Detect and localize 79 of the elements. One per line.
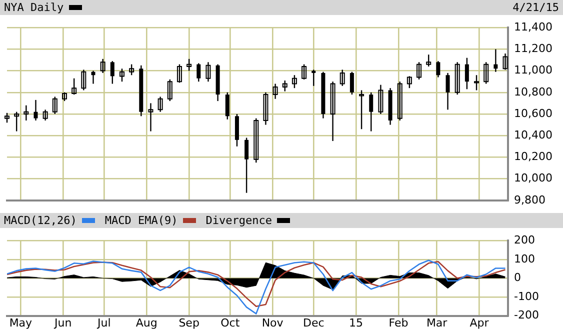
candlestick <box>302 64 307 80</box>
x-tick-label: Feb <box>388 316 408 330</box>
y-tick-label: 9,800 <box>514 193 546 206</box>
legend-label: MACD EMA(9) <box>104 214 178 227</box>
candlestick <box>494 48 498 72</box>
x-tick-label: Nov <box>262 316 284 330</box>
x-tick-label: Apr <box>470 316 490 330</box>
x-tick-label: May <box>9 316 33 330</box>
candlestick <box>119 68 124 82</box>
candlestick <box>100 58 106 74</box>
y-tick-label: 100 <box>514 252 535 266</box>
x-tick-label: Dec <box>302 316 324 330</box>
candlestick <box>91 70 96 84</box>
legend-label: NYA Daily <box>4 1 64 14</box>
candlestick <box>72 78 77 96</box>
candlestick <box>254 118 259 164</box>
y-tick-label: 10,400 <box>514 128 552 142</box>
candlestick <box>52 96 58 115</box>
legend-label: Divergence <box>206 214 272 227</box>
x-tick-label: Sep <box>178 316 200 330</box>
y-tick-label: 11,400 <box>514 20 552 34</box>
candlestick <box>350 71 354 96</box>
candlestick <box>502 52 508 70</box>
text: 4/21/15 <box>512 1 559 14</box>
candlestick <box>282 80 288 92</box>
y-tick-label: 200 <box>514 233 535 246</box>
y-tick-label: -100 <box>514 290 539 303</box>
candlestick <box>158 96 163 112</box>
candlestick <box>378 84 384 115</box>
y-tick-label: 10,200 <box>514 150 552 164</box>
candlestick <box>454 62 460 96</box>
x-tick-label: Mar <box>426 316 448 330</box>
candlestick <box>426 54 432 68</box>
candlestick <box>312 69 316 87</box>
candlestick <box>446 72 450 110</box>
x-tick-label: 15 <box>349 316 364 330</box>
candlestick <box>81 69 86 91</box>
candlestick <box>234 113 239 147</box>
candlestick <box>196 62 201 82</box>
y-tick-label: 10,800 <box>514 85 552 98</box>
candlestick <box>4 112 10 124</box>
candlestick <box>225 92 230 120</box>
candlestick <box>263 92 268 126</box>
candlestick <box>186 58 192 72</box>
candlestick <box>110 60 114 84</box>
candlestick <box>272 83 278 100</box>
candlestick <box>359 90 364 130</box>
candlestick <box>206 62 211 82</box>
candlestick <box>167 78 172 102</box>
x-tick-label: Jul <box>96 316 111 330</box>
candlestick <box>42 109 48 122</box>
candlestick <box>24 104 29 122</box>
y-tick-label: -200 <box>514 308 539 322</box>
y-tick-label: 10,000 <box>514 172 552 185</box>
x-tick-label: Aug <box>136 316 158 330</box>
candlestick <box>416 62 422 80</box>
candlestick <box>397 81 402 122</box>
x-tick-label: Oct <box>220 316 240 330</box>
legend-label: MACD(12,26) <box>4 214 77 227</box>
candlestick <box>436 60 440 78</box>
candlestick <box>464 57 469 90</box>
candlestick <box>369 92 374 132</box>
candlestick <box>406 76 412 89</box>
y-tick-label: 10,600 <box>514 106 552 120</box>
y-tick-label: 11,000 <box>514 64 552 77</box>
candlestick <box>34 99 38 122</box>
y-tick-label: 11,200 <box>514 42 552 56</box>
candlestick <box>176 64 182 84</box>
candlestick <box>292 74 297 89</box>
x-tick-label: Jun <box>54 316 72 330</box>
candlestick <box>148 102 154 132</box>
candlestick <box>244 137 249 194</box>
candlestick <box>484 62 489 84</box>
candlestick <box>474 74 480 91</box>
y-tick-label: 0 <box>514 271 521 284</box>
candlestick <box>14 111 20 132</box>
candlestick <box>330 81 336 142</box>
candlestick <box>340 69 345 87</box>
candlestick <box>129 64 134 76</box>
